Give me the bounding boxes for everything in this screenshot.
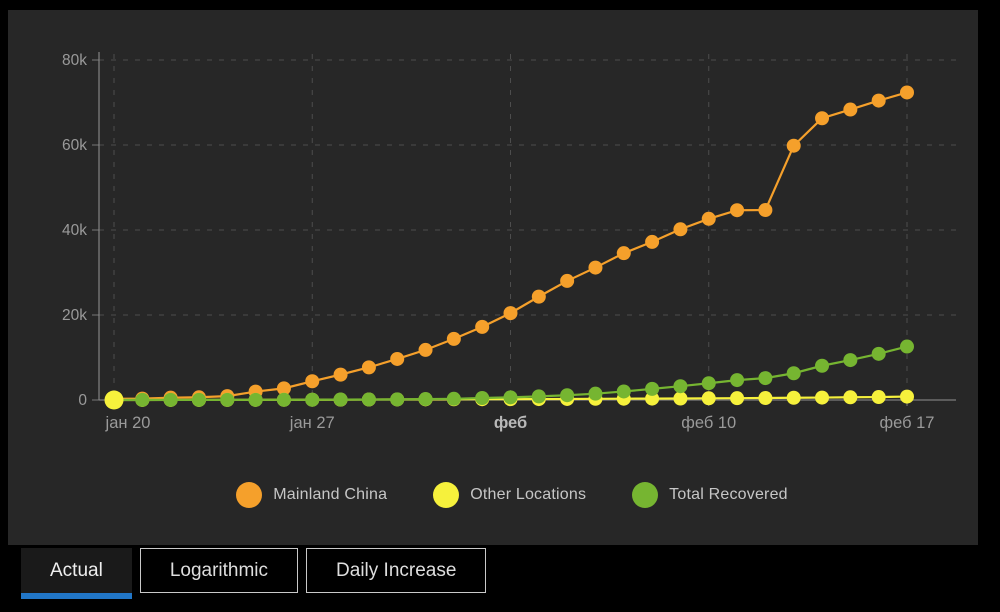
svg-text:0: 0 bbox=[78, 392, 87, 409]
legend-label: Other Locations bbox=[470, 486, 587, 503]
tab-daily-increase[interactable]: Daily Increase bbox=[306, 548, 487, 593]
svg-text:јан 20: јан 20 bbox=[105, 414, 151, 432]
other-locations-dot-icon bbox=[433, 482, 460, 508]
chart-mode-tabs: Actual Logarithmic Daily Increase bbox=[21, 548, 487, 599]
svg-text:јан 27: јан 27 bbox=[289, 414, 335, 432]
total-recovered-dot-icon bbox=[632, 482, 659, 508]
tab-logarithmic[interactable]: Logarithmic bbox=[139, 548, 299, 593]
svg-text:40k: 40k bbox=[62, 222, 87, 239]
svg-text:20k: 20k bbox=[62, 307, 87, 324]
legend-item-total-recovered[interactable]: Total Recovered bbox=[632, 482, 788, 508]
chart-legend: Mainland China Other Locations Total Rec… bbox=[8, 474, 978, 516]
tab-actual[interactable]: Actual bbox=[21, 548, 132, 599]
svg-text:60k: 60k bbox=[62, 137, 87, 154]
svg-text:80k: 80k bbox=[62, 52, 87, 69]
mainland-china-dot-icon bbox=[236, 482, 263, 508]
legend-item-other-locations[interactable]: Other Locations bbox=[433, 482, 586, 508]
covid-cases-line-chart[interactable]: 0 20k 40k 60k 80k јан 20 јан 27 феб феб 10 феб 17 bbox=[0, 0, 1000, 548]
legend-label: Total Recovered bbox=[669, 486, 788, 503]
legend-item-mainland-china[interactable]: Mainland China bbox=[236, 482, 387, 508]
svg-text:феб: феб bbox=[494, 414, 527, 432]
svg-text:феб 17: феб 17 bbox=[880, 414, 935, 432]
svg-text:феб 10: феб 10 bbox=[681, 414, 736, 432]
chart-panel bbox=[8, 10, 978, 545]
legend-label: Mainland China bbox=[273, 486, 388, 503]
